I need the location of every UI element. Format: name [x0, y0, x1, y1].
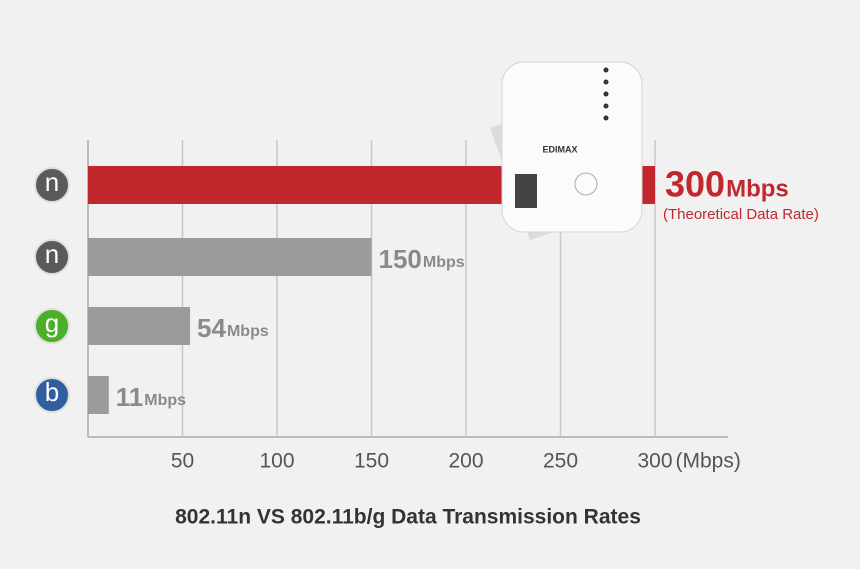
x-tick-label: 100 — [259, 450, 294, 473]
value-unit: Mbps — [423, 254, 465, 271]
labels: 50 100 150 200 250 300 (Mbps)n 300 Mbps(Theoreti… — [34, 164, 819, 473]
device-label: EDIMAX — [542, 144, 577, 154]
device-led — [603, 115, 609, 121]
x-tick-label: 250 — [543, 450, 578, 473]
bar — [88, 307, 191, 345]
category-label: n — [45, 239, 59, 269]
value-label: 300 — [665, 164, 725, 205]
category-label: n — [45, 167, 59, 197]
value-unit: Mbps — [144, 392, 186, 409]
chart-title: 802.11n VS 802.11b/g Data Transmission R… — [175, 506, 641, 529]
x-tick-label: 50 — [171, 450, 194, 473]
category-icon — [34, 308, 70, 344]
x-tick-label: 200 — [448, 450, 483, 473]
category-icon — [34, 377, 70, 413]
value-unit: Mbps — [227, 323, 269, 340]
annotation: (Theoretical Data Rate) — [663, 206, 819, 223]
value-label: 54 — [197, 313, 226, 343]
x-tick-label: 150 — [354, 450, 389, 473]
category-label: b — [45, 377, 59, 407]
x-tick-label: 300 — [637, 450, 672, 473]
device-led — [603, 91, 609, 97]
value-label: 11 — [116, 382, 144, 412]
category-label: g — [45, 308, 59, 338]
bar — [88, 238, 372, 276]
value-unit: Mbps — [726, 175, 789, 202]
device: EDIMAX — [490, 61, 643, 240]
device-led — [603, 103, 609, 109]
x-axis-label: (Mbps) — [676, 450, 741, 473]
category-icon — [34, 167, 70, 203]
device-led — [603, 79, 609, 85]
value-label: 150 — [379, 244, 422, 274]
bar — [88, 376, 109, 414]
device-button — [574, 172, 598, 196]
device-port — [515, 174, 537, 208]
device-led — [603, 67, 609, 73]
category-icon — [34, 239, 70, 275]
